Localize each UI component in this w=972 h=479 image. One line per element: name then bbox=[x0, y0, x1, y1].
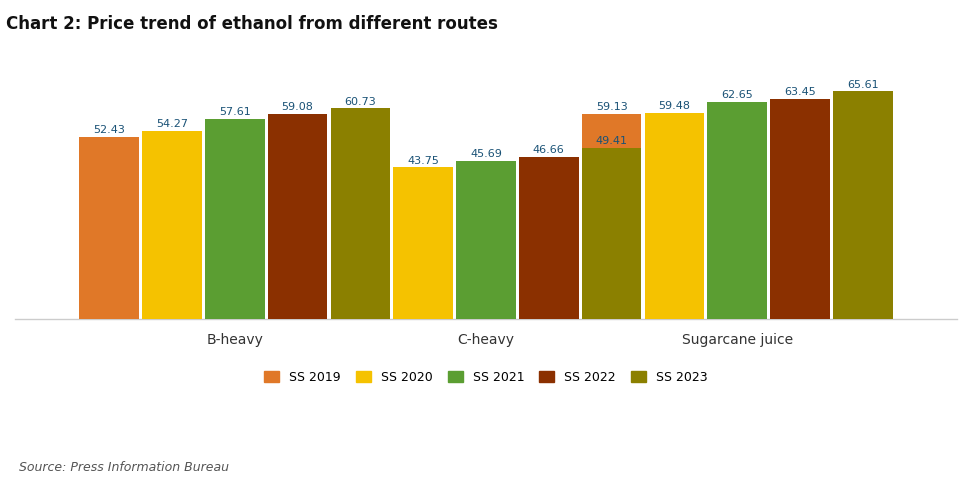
Bar bbox=[80, 137, 139, 319]
Text: 54.27: 54.27 bbox=[156, 119, 188, 129]
Text: 60.73: 60.73 bbox=[344, 97, 376, 107]
Text: Chart 2: Price trend of ethanol from different routes: Chart 2: Price trend of ethanol from dif… bbox=[6, 15, 498, 33]
Text: Source: Press Information Bureau: Source: Press Information Bureau bbox=[19, 461, 229, 474]
Text: 63.45: 63.45 bbox=[784, 87, 816, 97]
Bar bbox=[330, 108, 390, 319]
Bar bbox=[708, 102, 767, 319]
Text: 49.41: 49.41 bbox=[596, 136, 628, 146]
Text: 62.65: 62.65 bbox=[721, 90, 753, 100]
Bar bbox=[456, 160, 516, 319]
Text: 59.48: 59.48 bbox=[658, 101, 690, 111]
Bar bbox=[644, 113, 705, 319]
Text: 43.46: 43.46 bbox=[344, 157, 376, 167]
Text: 59.13: 59.13 bbox=[596, 102, 628, 112]
Text: 59.08: 59.08 bbox=[282, 103, 314, 113]
Text: 52.43: 52.43 bbox=[93, 125, 125, 136]
Text: 57.61: 57.61 bbox=[219, 107, 251, 117]
Text: 46.66: 46.66 bbox=[533, 146, 565, 156]
Bar bbox=[519, 157, 578, 319]
Text: 45.69: 45.69 bbox=[470, 149, 502, 159]
Text: 43.75: 43.75 bbox=[407, 156, 439, 166]
Bar bbox=[330, 168, 390, 319]
Bar bbox=[582, 148, 642, 319]
Bar bbox=[394, 167, 453, 319]
Text: 65.61: 65.61 bbox=[847, 80, 879, 90]
Bar bbox=[770, 99, 830, 319]
Bar bbox=[833, 91, 892, 319]
Bar bbox=[267, 114, 328, 319]
Bar bbox=[205, 119, 264, 319]
Legend: SS 2019, SS 2020, SS 2021, SS 2022, SS 2023: SS 2019, SS 2020, SS 2021, SS 2022, SS 2… bbox=[260, 365, 712, 388]
Bar bbox=[142, 131, 202, 319]
Bar bbox=[582, 114, 642, 319]
